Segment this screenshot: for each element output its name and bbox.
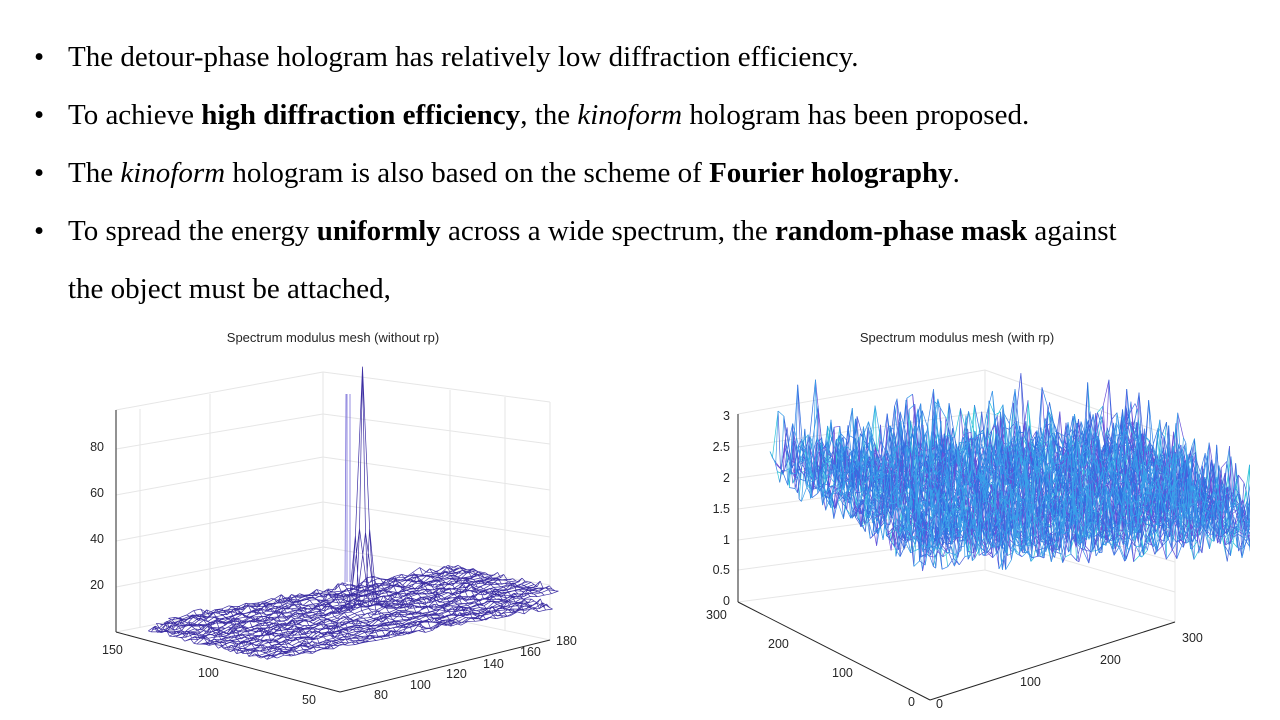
y-ticks: 300 200 100 0 — [706, 608, 915, 709]
bullet-continuation: the object must be attached, — [68, 273, 391, 305]
text-run: across a wide spectrum, the — [440, 215, 775, 247]
tick-label: 2 — [723, 471, 730, 485]
italic-run: kinoform — [577, 99, 683, 131]
tick-label: 100 — [832, 666, 853, 680]
plot-without-rp: Spectrum modulus mesh (without rp) 20 40… — [60, 322, 620, 720]
bold-run: random-phase mask — [774, 215, 1028, 247]
plot-title: Spectrum modulus mesh (without rp) — [227, 330, 439, 345]
z-ticks: 0 0.5 1 1.5 2 2.5 3 — [713, 409, 730, 608]
tick-label: 100 — [410, 678, 431, 692]
y-ticks: 150 100 50 — [102, 643, 316, 707]
tick-label: 0 — [908, 695, 915, 709]
tick-label: 200 — [1100, 653, 1121, 667]
tick-label: 100 — [1020, 675, 1041, 689]
text-run: hologram has been proposed. — [682, 99, 1030, 131]
mesh-lines — [769, 379, 1250, 570]
bullet-dot: • — [34, 41, 45, 73]
grid — [115, 371, 551, 641]
surface-mesh — [769, 372, 1250, 572]
x-ticks: 0 100 200 300 — [936, 631, 1203, 711]
tick-label: 40 — [90, 532, 104, 546]
tick-label: 300 — [1182, 631, 1203, 645]
tick-label: 80 — [374, 688, 388, 702]
tick-label: 20 — [90, 578, 104, 592]
bold-run: Fourier holography — [709, 157, 953, 189]
tick-label: 160 — [520, 645, 541, 659]
tick-label: 200 — [768, 637, 789, 651]
tick-label: 0 — [723, 594, 730, 608]
plot-with-rp: Spectrum modulus mesh (with rp) 0 0.5 1 … — [690, 322, 1250, 720]
tick-label: 150 — [102, 643, 123, 657]
tick-label: 60 — [90, 486, 104, 500]
surface-plot-left: Spectrum modulus mesh (without rp) 20 40… — [90, 330, 577, 707]
text-run: . — [952, 157, 960, 189]
tick-label: 2.5 — [713, 440, 730, 454]
bullet-dot: • — [34, 99, 45, 131]
plot-title: Spectrum modulus mesh (with rp) — [860, 330, 1054, 345]
text-run: The detour-phase hologram has relatively… — [68, 41, 859, 73]
surface-plot-right: Spectrum modulus mesh (with rp) 0 0.5 1 … — [706, 330, 1250, 711]
tick-label: 140 — [483, 657, 504, 671]
bullet-text: The detour-phase hologram has relatively… — [68, 40, 858, 74]
bullet-text: To spread the energy uniformly across a … — [68, 214, 1117, 248]
tick-label: 0.5 — [713, 563, 730, 577]
text-run: To spread the energy — [68, 215, 317, 247]
tick-label: 0 — [936, 697, 943, 711]
tick-label: 180 — [556, 634, 577, 648]
tick-label: 300 — [706, 608, 727, 622]
italic-run: kinoform — [120, 157, 226, 189]
axes — [737, 414, 1176, 701]
text-run: , the — [520, 99, 578, 131]
tick-label: 80 — [90, 440, 104, 454]
bold-run: high diffraction efficiency — [201, 99, 521, 131]
tick-label: 3 — [723, 409, 730, 423]
bold-run: uniformly — [316, 215, 441, 247]
text-run: hologram is also based on the scheme of — [225, 157, 710, 189]
mesh-lines — [148, 366, 559, 660]
tick-label: 1 — [723, 533, 730, 547]
surface-mesh — [148, 366, 559, 660]
tick-label: 50 — [302, 693, 316, 707]
text-run: To achieve — [68, 99, 202, 131]
central-peak — [344, 393, 351, 585]
text-run: The — [68, 157, 121, 189]
bullet-dot: • — [34, 215, 45, 247]
bullet-text: The kinoform hologram is also based on t… — [68, 156, 960, 190]
x-ticks: 80 100 120 140 160 180 — [374, 634, 577, 702]
z-ticks: 20 40 60 80 — [90, 440, 104, 592]
tick-label: 1.5 — [713, 502, 730, 516]
tick-label: 120 — [446, 667, 467, 681]
bullet-dot: • — [34, 157, 45, 189]
text-run: against — [1027, 215, 1117, 247]
bullet-text: To achieve high diffraction efficiency, … — [68, 98, 1029, 132]
axes — [115, 410, 551, 693]
tick-label: 100 — [198, 666, 219, 680]
